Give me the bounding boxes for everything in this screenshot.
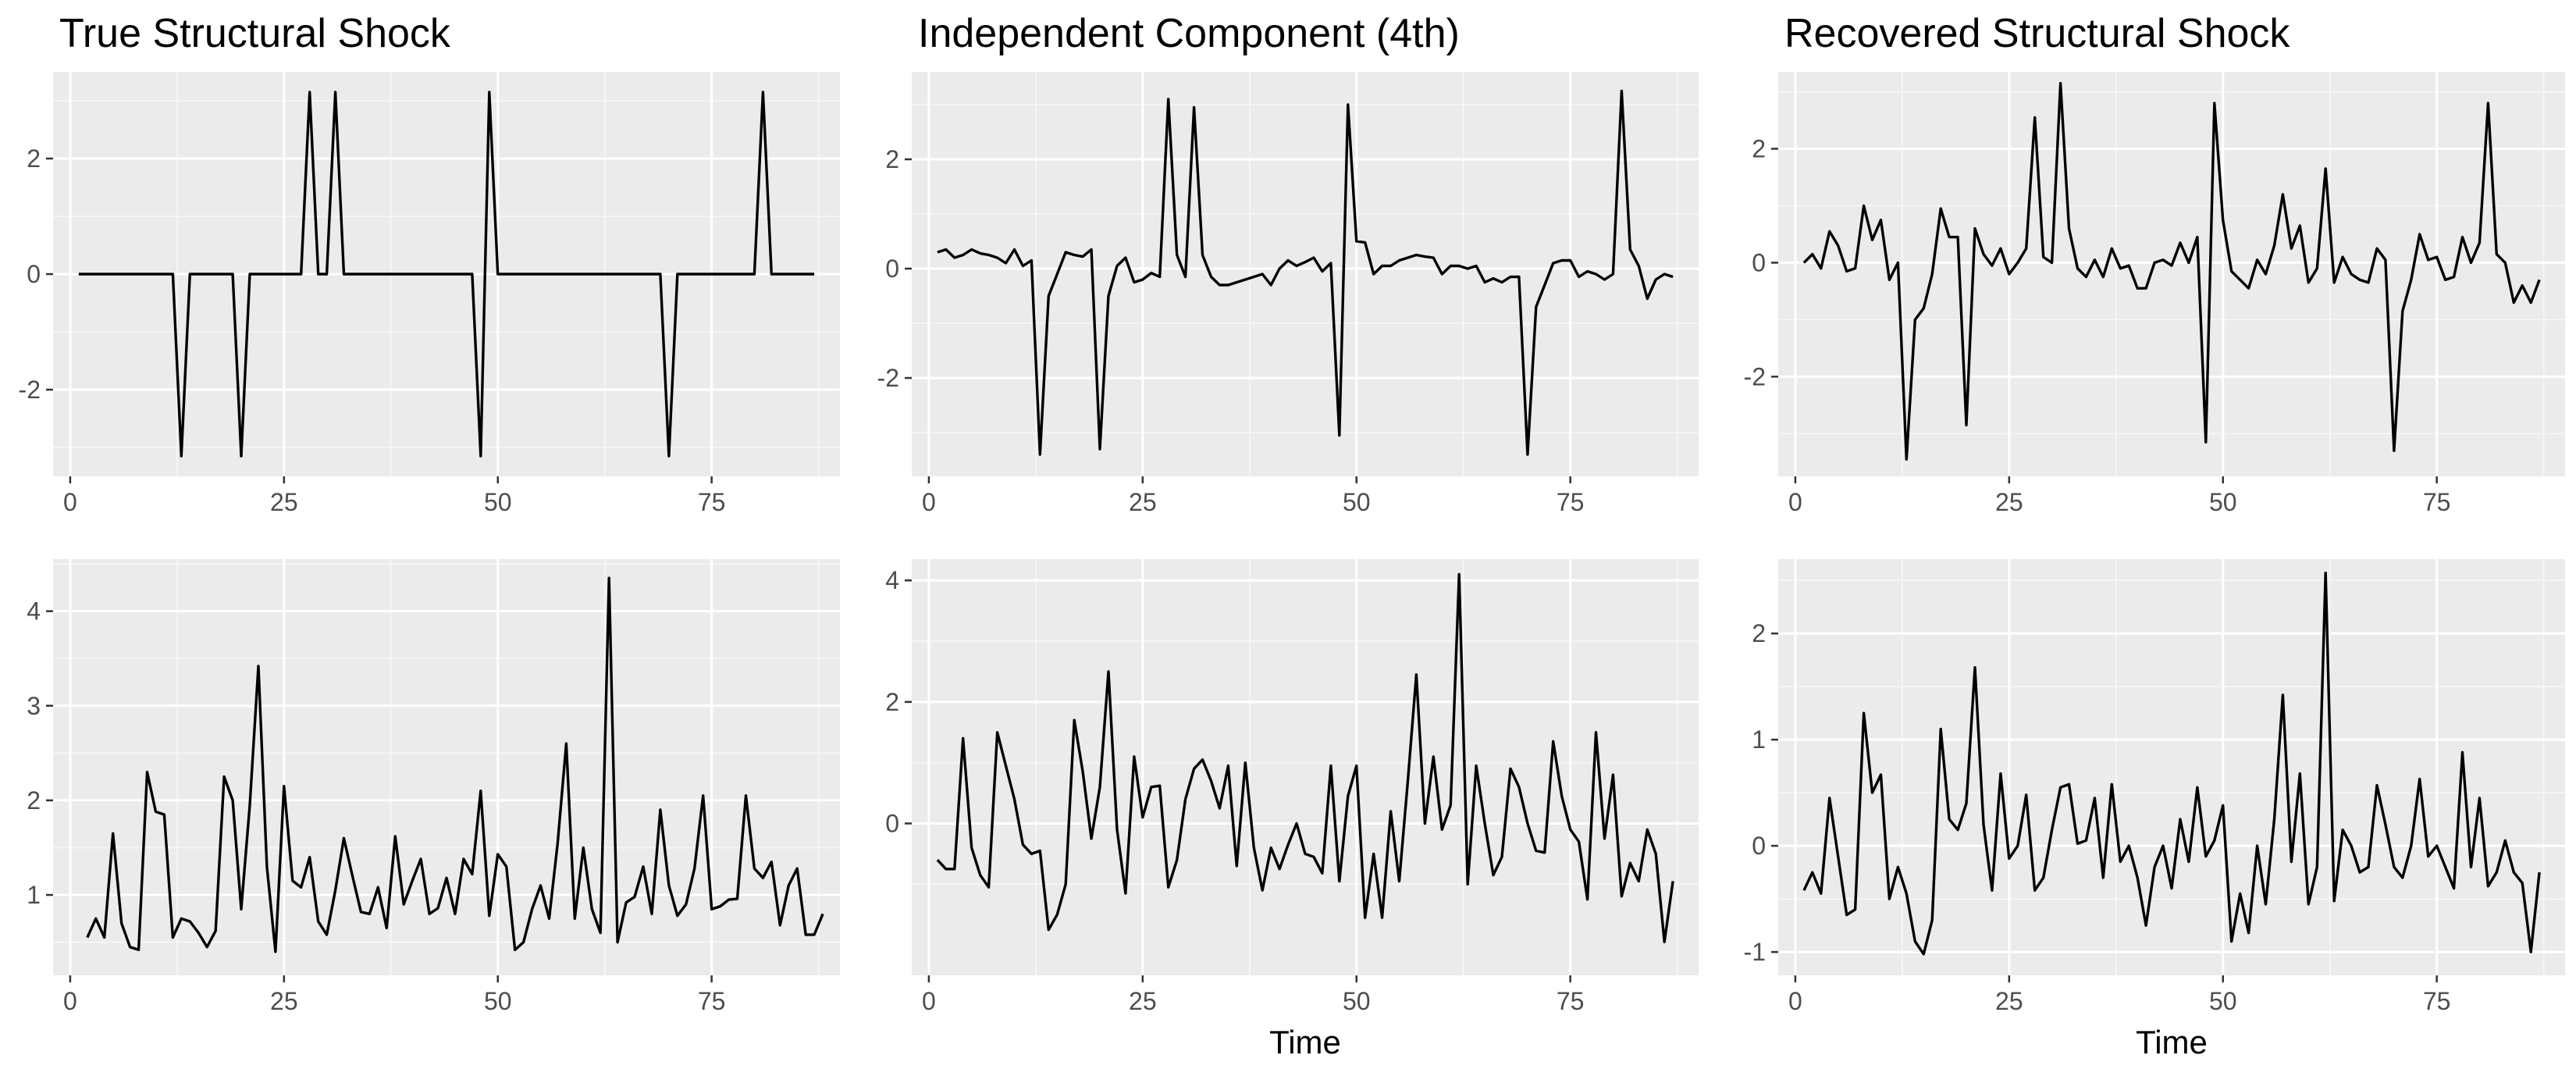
chart-panel-5: 0 25 50 75 0 2 4 Time	[885, 559, 1699, 1060]
plot-background	[912, 559, 1699, 975]
series-line-1	[936, 572, 1674, 943]
y-tick-label: 0	[1752, 248, 1766, 276]
y-tick-label: -2	[19, 376, 41, 404]
x-tick-label: 0	[63, 987, 77, 1015]
y-tick-label: 0	[885, 809, 899, 837]
y-tick-label: 0	[27, 260, 41, 288]
x-tick-label: 0	[922, 987, 936, 1015]
y-tick-label: 2	[1752, 619, 1766, 647]
x-tick-label: 25	[270, 488, 298, 516]
x-tick-label: 75	[1557, 987, 1585, 1015]
y-tick-label: 2	[885, 688, 899, 716]
x-tick-label: 25	[1995, 987, 2023, 1015]
x-tick-label: 50	[1343, 987, 1371, 1015]
chart-panel-2: 0 25 50 75 -2 0 2 Independent Component (4th)	[877, 11, 1699, 516]
chart-panel-1: 0 25 50 75 -2 0 2 True Structural Shock	[19, 11, 840, 516]
y-tick-label: 2	[885, 145, 899, 173]
x-tick-label: 0	[922, 488, 936, 516]
series-line-1	[78, 91, 815, 458]
chart-title: True Structural Shock	[59, 11, 451, 56]
x-tick-label: 75	[698, 488, 726, 516]
x-tick-label: 50	[484, 987, 512, 1015]
y-tick-label: 2	[27, 786, 41, 814]
plot-background	[912, 72, 1699, 476]
x-tick-label: 0	[63, 488, 77, 516]
x-tick-label: 50	[2209, 987, 2237, 1015]
plot-background	[1778, 72, 2565, 476]
x-tick-label: 75	[1557, 488, 1585, 516]
x-tick-label: 0	[1788, 987, 1802, 1015]
y-tick-label: -1	[1744, 938, 1766, 966]
series-line-1	[1802, 572, 2541, 956]
series-line-1	[937, 89, 1674, 456]
y-tick-label: 1	[27, 881, 41, 909]
x-tick-label: 50	[2209, 488, 2237, 516]
x-tick-label: 25	[1129, 987, 1157, 1015]
plot-background	[1778, 559, 2565, 975]
x-axis-title: Time	[1269, 1024, 1341, 1060]
chart-panel-3: 0 25 50 75 -2 0 2 Recovered Structural Shock	[1744, 11, 2565, 516]
x-tick-label: 75	[698, 987, 726, 1015]
y-tick-label: 4	[27, 597, 41, 626]
x-tick-label: 0	[1788, 488, 1802, 516]
y-tick-label: 2	[1752, 134, 1766, 162]
series-line-1	[1802, 81, 2541, 461]
series-line-1	[86, 576, 824, 953]
chart-title: Recovered Structural Shock	[1784, 11, 2290, 56]
x-tick-label: 75	[2423, 488, 2451, 516]
y-tick-label: 0	[1752, 832, 1766, 860]
y-tick-label: 4	[885, 566, 899, 594]
x-tick-label: 25	[1129, 488, 1157, 516]
x-axis-title: Time	[2136, 1024, 2208, 1060]
x-tick-label: 50	[1343, 488, 1371, 516]
y-tick-label: 0	[885, 255, 899, 283]
x-tick-label: 25	[270, 987, 298, 1015]
chart-panel-6: 0 25 50 75 -1 0 1 2 Time	[1744, 559, 2565, 1060]
y-tick-label: 2	[27, 144, 41, 173]
y-tick-label: -2	[1744, 362, 1766, 390]
x-tick-label: 50	[484, 488, 512, 516]
x-tick-label: 25	[1995, 488, 2023, 516]
y-tick-label: 3	[27, 692, 41, 720]
y-tick-label: -2	[877, 364, 899, 392]
plot-background	[53, 559, 840, 975]
chart-panel-4: 0 25 50 75 1 2 3 4	[27, 559, 840, 1015]
y-tick-label: 1	[1752, 725, 1766, 754]
chart-title: Independent Component (4th)	[918, 11, 1460, 56]
x-tick-label: 75	[2423, 987, 2451, 1015]
